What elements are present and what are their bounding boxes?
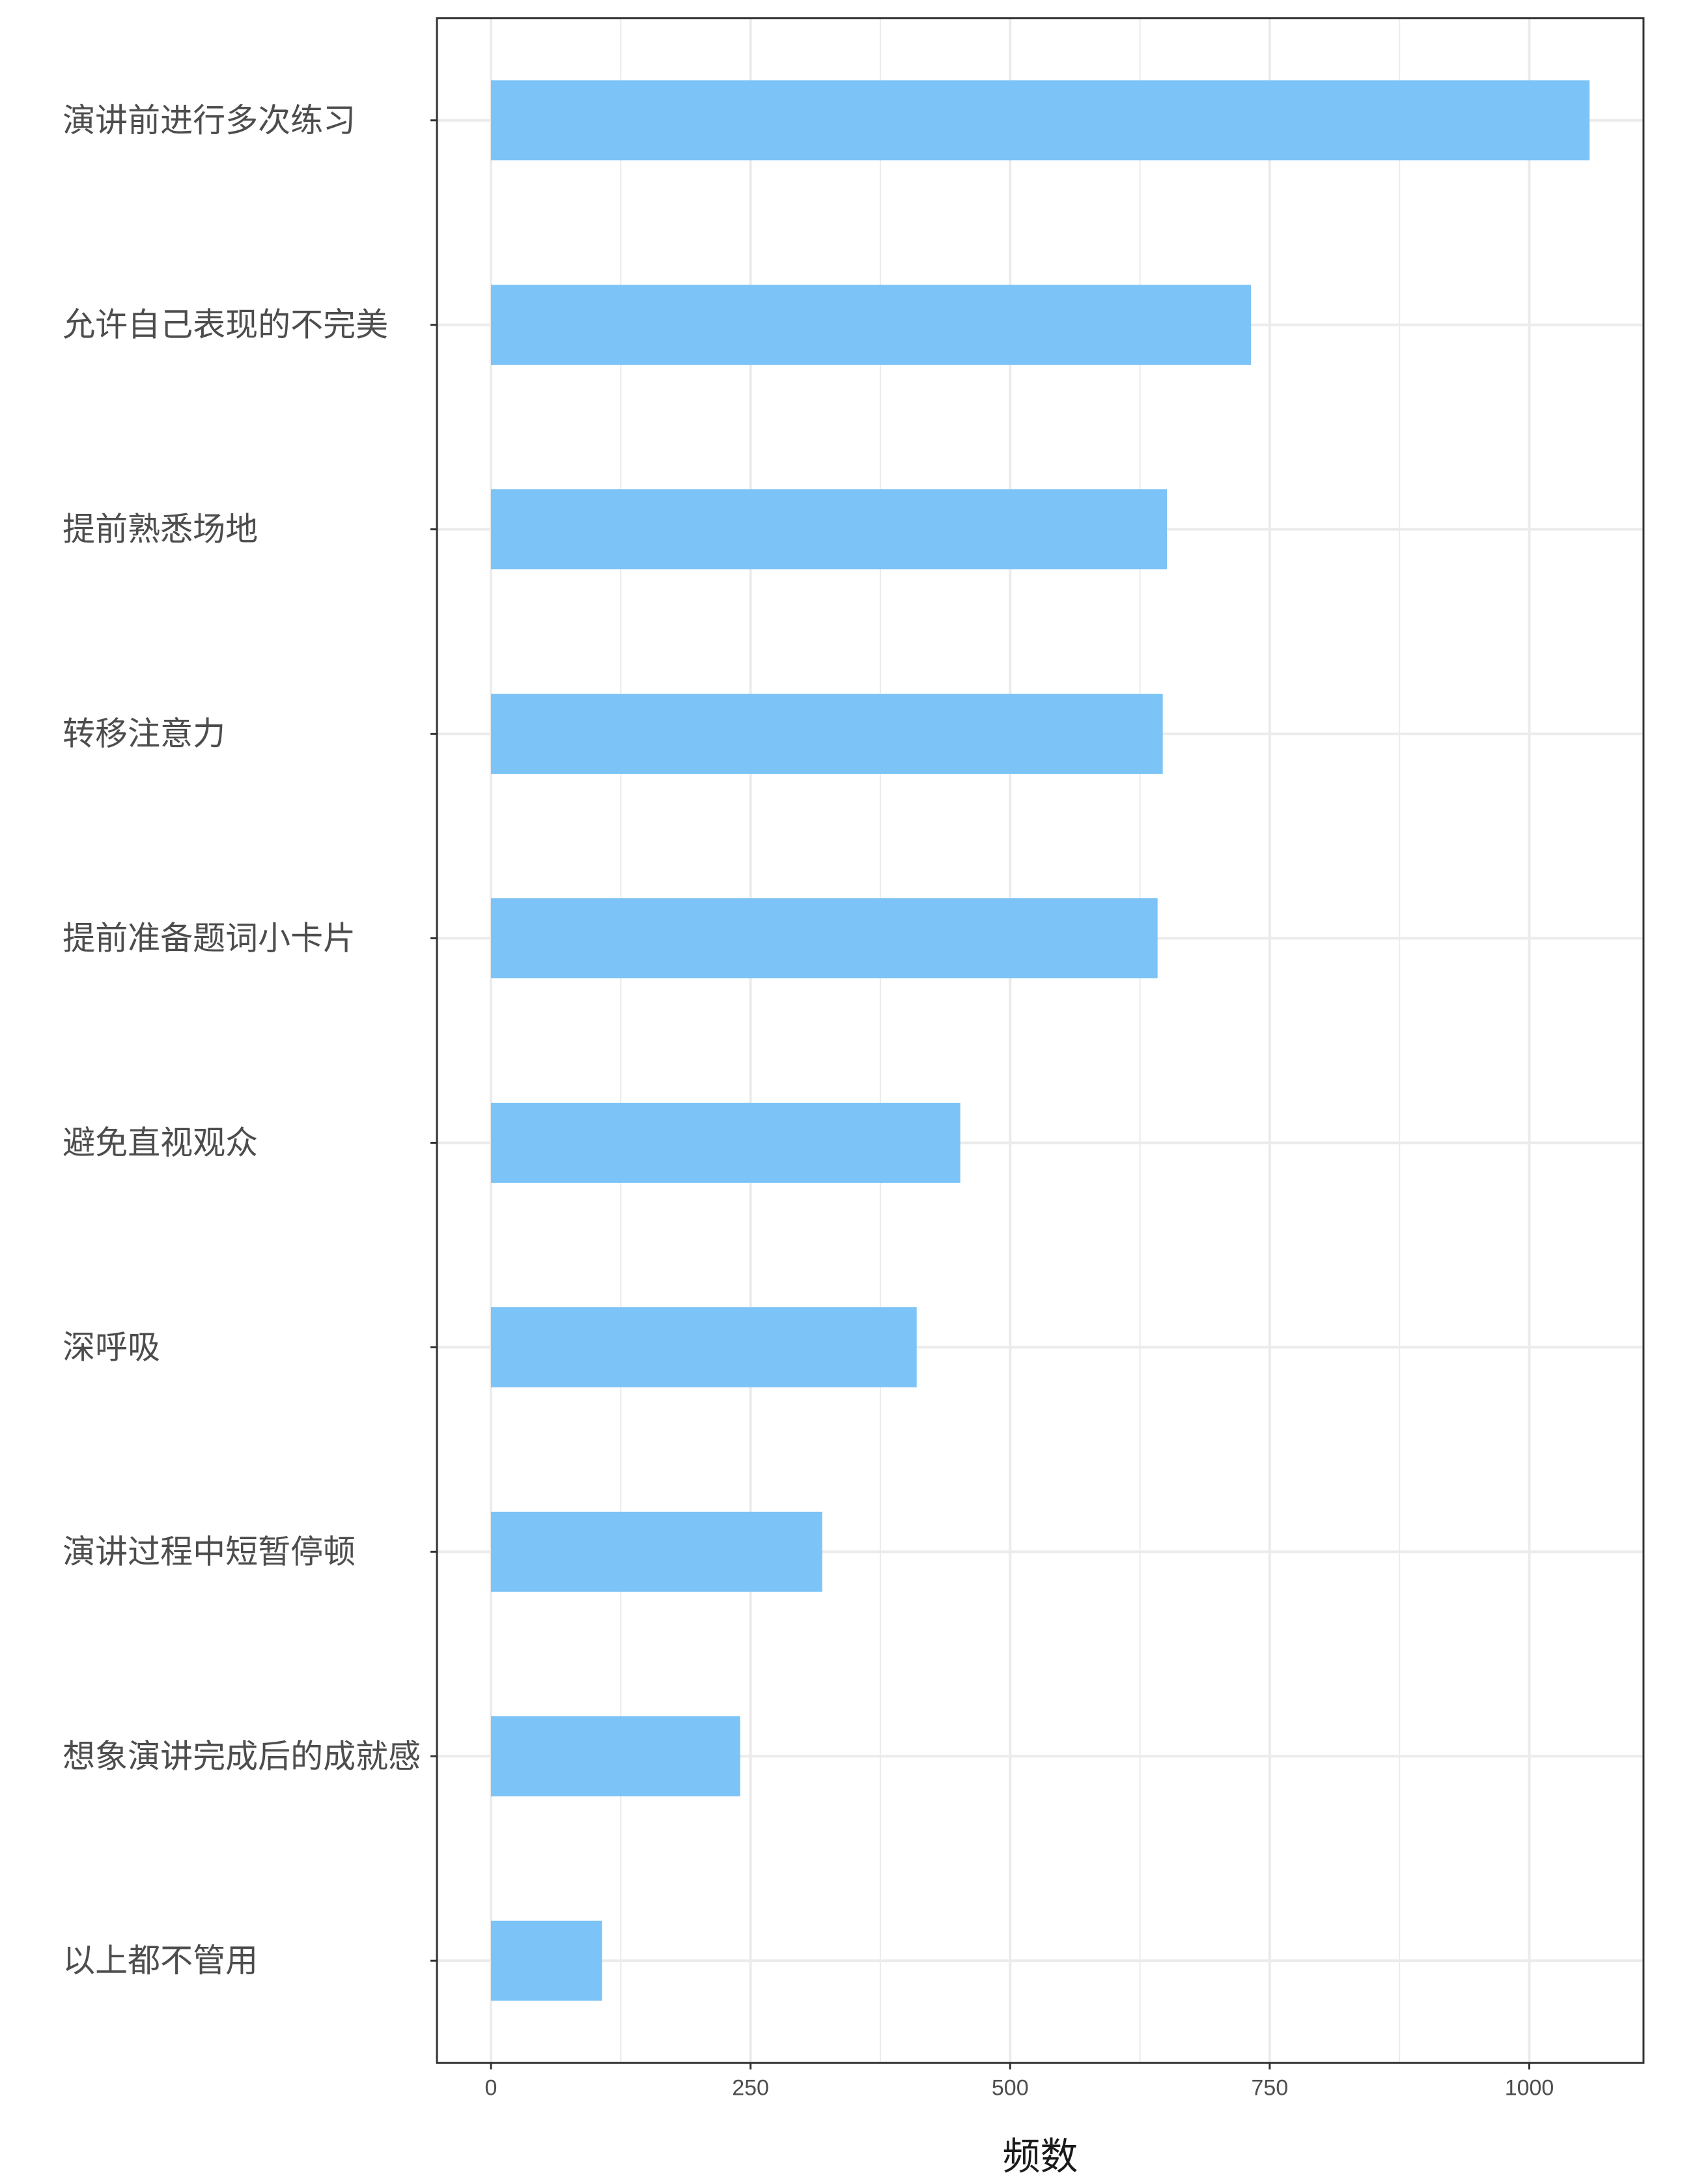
y-tick-label: 提前准备题词小卡片 bbox=[63, 920, 356, 957]
y-tick-label: 演讲过程中短暂停顿 bbox=[63, 1533, 356, 1570]
y-tick-label: 允许自己表现的不完美 bbox=[63, 306, 388, 344]
y-axis: 演讲前进行多次练习允许自己表现的不完美提前熟悉场地转移注意力提前准备题词小卡片避… bbox=[63, 102, 438, 1979]
x-axis: 0 250 500 750 1000 bbox=[485, 2063, 1554, 2101]
bar bbox=[490, 694, 1163, 774]
bars bbox=[490, 80, 1590, 2001]
bar bbox=[490, 1920, 602, 2001]
y-tick-label: 避免直视观众 bbox=[63, 1124, 258, 1161]
bar bbox=[490, 898, 1158, 978]
y-tick-label: 转移注意力 bbox=[63, 715, 225, 753]
x-tick-label: 750 bbox=[1252, 2076, 1289, 2101]
bar bbox=[490, 489, 1168, 570]
y-tick-label: 提前熟悉场地 bbox=[63, 511, 258, 548]
bar bbox=[490, 1103, 960, 1183]
x-tick-label: 0 bbox=[485, 2076, 497, 2101]
plot-panel-border bbox=[436, 17, 1645, 2064]
bar bbox=[490, 285, 1252, 365]
y-tick-label: 深呼吸 bbox=[63, 1328, 160, 1366]
y-tick-label: 以上都不管用 bbox=[63, 1942, 258, 1979]
bar bbox=[490, 1716, 740, 1796]
x-axis-title: 频数 bbox=[1002, 2134, 1078, 2178]
y-tick-label: 演讲前进行多次练习 bbox=[63, 102, 356, 139]
y-tick-label: 想象演讲完成后的成就感 bbox=[63, 1737, 421, 1775]
bar bbox=[490, 80, 1590, 161]
bar bbox=[490, 1307, 917, 1387]
x-tick-label: 250 bbox=[732, 2076, 769, 2101]
x-tick-label: 1000 bbox=[1505, 2076, 1554, 2101]
x-tick-label: 500 bbox=[992, 2076, 1029, 2101]
bar bbox=[490, 1511, 822, 1592]
